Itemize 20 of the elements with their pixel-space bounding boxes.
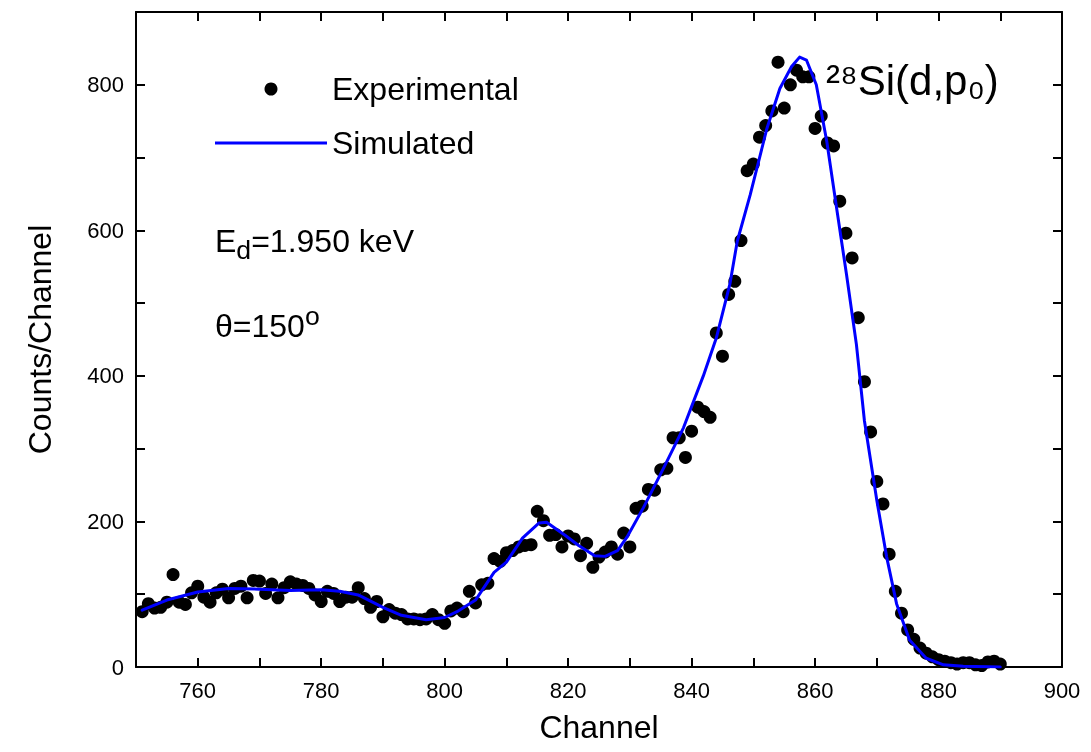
x-tick-label: 800 bbox=[426, 677, 464, 703]
legend-label: Simulated bbox=[332, 125, 475, 161]
x-tick-label: 880 bbox=[920, 677, 957, 703]
x-tick-label: 840 bbox=[673, 677, 710, 703]
annotation: E$_{d}$=1.950 keV bbox=[215, 222, 414, 267]
y-tick-label: 0 bbox=[111, 654, 124, 680]
legend-label: Experimental bbox=[332, 71, 519, 107]
x-tick-label: 900 bbox=[1043, 677, 1081, 703]
y-tick-label: 200 bbox=[87, 508, 124, 534]
y-axis-title: Counts/Channel bbox=[22, 224, 58, 455]
annotation: θ=150$^{o}$ bbox=[215, 300, 320, 346]
x-tick-label: 780 bbox=[302, 677, 340, 703]
x-tick-label: 860 bbox=[796, 677, 834, 703]
y-tick-label: 600 bbox=[87, 217, 124, 243]
x-axis-title: Channel bbox=[539, 709, 659, 745]
x-tick-label: 760 bbox=[179, 677, 217, 703]
y-tick-label: 400 bbox=[87, 363, 124, 389]
y-tick-label: 800 bbox=[87, 72, 124, 98]
x-tick-label: 820 bbox=[549, 677, 587, 703]
annotation: ²⁸Si(d,p₀) bbox=[826, 56, 999, 106]
